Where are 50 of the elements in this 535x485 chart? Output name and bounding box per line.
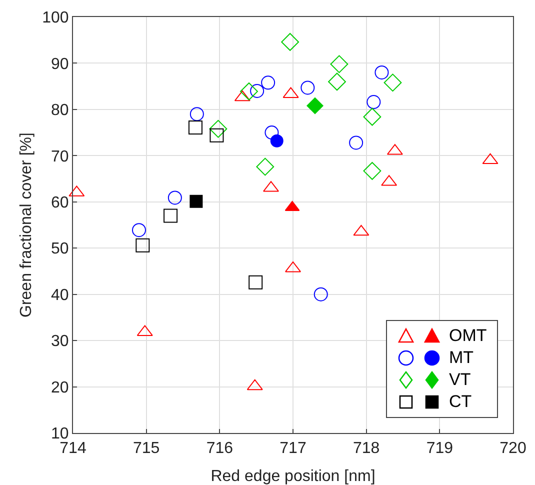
point <box>209 120 228 138</box>
point <box>363 108 382 126</box>
point <box>168 190 182 205</box>
y-tick-label: 10 <box>51 426 69 443</box>
point <box>300 80 315 95</box>
point <box>248 275 263 290</box>
point <box>363 162 382 180</box>
y-tick-label: 20 <box>51 379 69 396</box>
legend-label: CT <box>449 392 472 412</box>
point <box>190 107 204 122</box>
legend-label: MT <box>449 348 474 368</box>
point <box>330 55 348 74</box>
x-tick-label: 716 <box>206 440 234 458</box>
point <box>384 74 402 92</box>
point <box>190 194 203 208</box>
point <box>132 223 146 238</box>
x-tick-label: 720 <box>500 440 526 458</box>
y-tick-label: 100 <box>42 10 69 27</box>
point <box>328 72 346 91</box>
point <box>264 126 279 140</box>
point <box>250 84 264 98</box>
point <box>261 76 276 90</box>
x-tick-label: 719 <box>426 440 454 458</box>
point <box>349 136 364 150</box>
legend-label: OMT <box>449 326 487 346</box>
point <box>240 82 258 100</box>
x-tick-label: 717 <box>280 440 306 458</box>
y-tick-label: 70 <box>51 148 69 166</box>
point <box>136 238 150 252</box>
point <box>164 208 178 223</box>
y-tick-label: 50 <box>51 240 69 258</box>
point <box>314 287 328 302</box>
point <box>366 95 381 110</box>
point <box>306 97 324 114</box>
y-tick-label: 30 <box>51 333 69 350</box>
y-tick-label: 40 <box>51 286 69 304</box>
point <box>270 134 284 148</box>
x-tick-label: 714 <box>60 440 86 458</box>
y-tick-label: 80 <box>51 102 69 120</box>
x-tick-label: 715 <box>132 440 160 458</box>
point <box>374 65 389 80</box>
point <box>281 33 300 51</box>
y-tick-label: 60 <box>51 194 69 212</box>
x-axis-title: Red edge position [nm] <box>210 468 376 485</box>
y-axis-title: Green fractional cover [%] <box>18 132 35 318</box>
point <box>188 120 202 134</box>
legend-label: VT <box>449 370 471 390</box>
y-tick-label: 90 <box>51 56 69 73</box>
point <box>256 158 274 176</box>
x-tick-label: 718 <box>352 440 380 458</box>
